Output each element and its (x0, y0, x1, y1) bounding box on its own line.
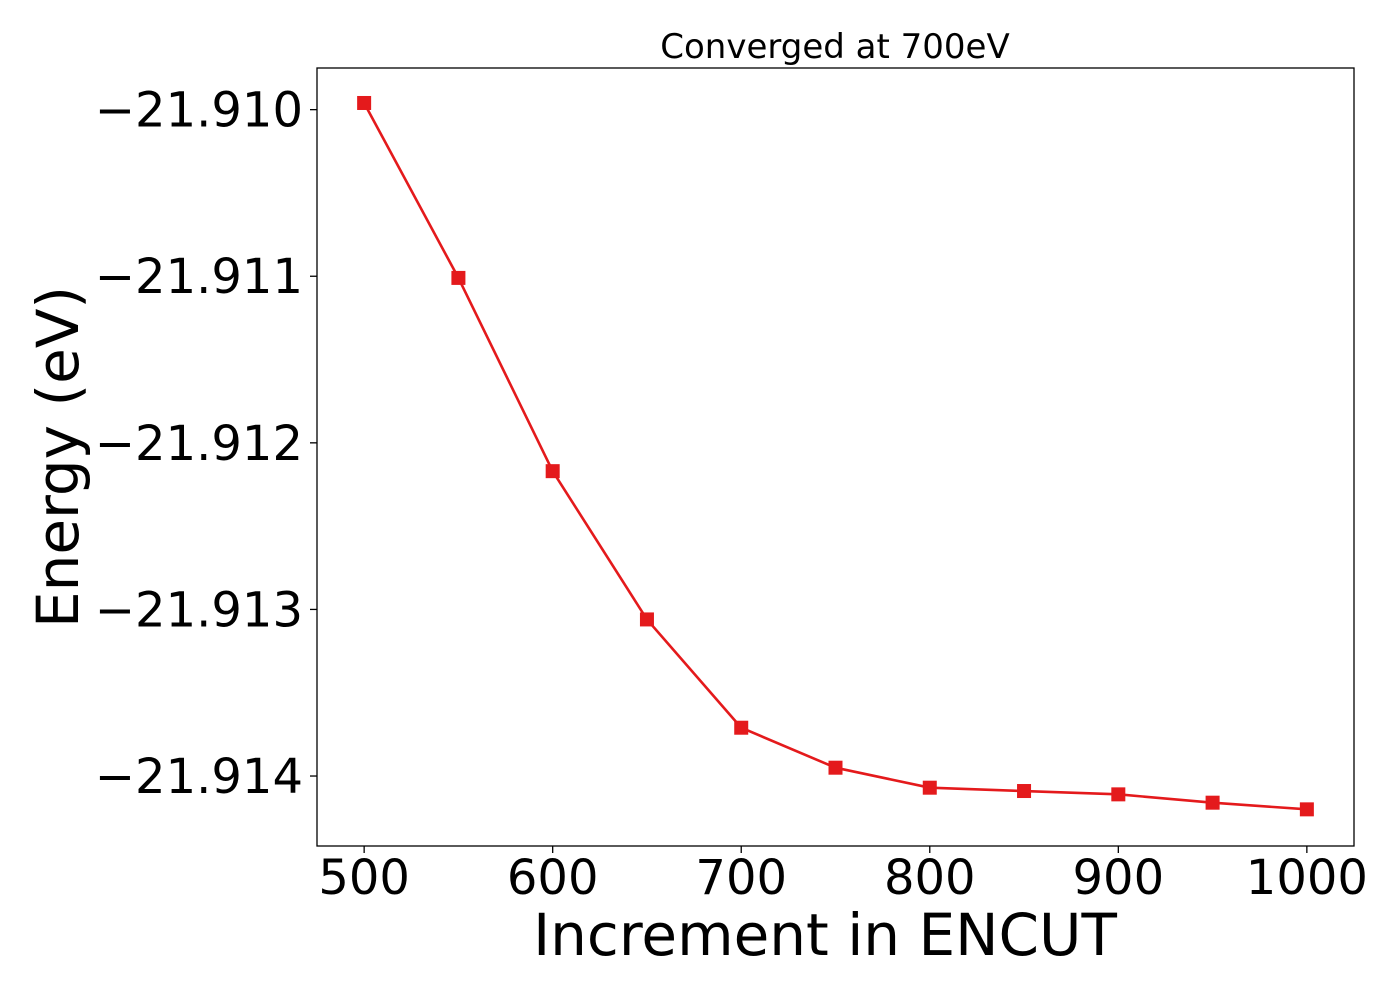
x-tick-label: 600 (507, 850, 599, 906)
y-tick-label: −21.910 (95, 83, 303, 139)
chart-title: Converged at 700eV (660, 27, 1009, 67)
data-point (1205, 795, 1220, 810)
y-tick-label: −21.913 (95, 582, 303, 638)
y-tick-label: −21.912 (95, 416, 303, 472)
data-point (828, 760, 843, 775)
x-axis-label: Increment in ENCUT (533, 901, 1117, 969)
x-tick-label: 900 (1073, 850, 1165, 906)
data-point (639, 612, 654, 627)
data-point (1017, 784, 1032, 799)
y-axis-label: Energy (eV) (24, 286, 92, 628)
data-point (1299, 802, 1314, 817)
data-point (1111, 787, 1126, 802)
series-line (362, 102, 1307, 811)
plot-frame (316, 67, 1355, 847)
data-point (357, 95, 372, 110)
data-point (451, 270, 466, 285)
x-tick-label: 700 (695, 850, 787, 906)
data-point (922, 780, 937, 795)
x-tick-label: 1000 (1246, 850, 1368, 906)
y-tick-label: −21.914 (95, 749, 303, 805)
data-point (545, 464, 560, 479)
x-tick-label: 800 (884, 850, 976, 906)
data-point (734, 720, 749, 735)
x-tick-label: 500 (318, 850, 410, 906)
y-tick-label: −21.911 (95, 249, 303, 305)
tick-group: 500 600 700 800 900 1000 −21.910 −21.911 −21.912… (95, 83, 1368, 906)
series-group (357, 95, 1314, 817)
